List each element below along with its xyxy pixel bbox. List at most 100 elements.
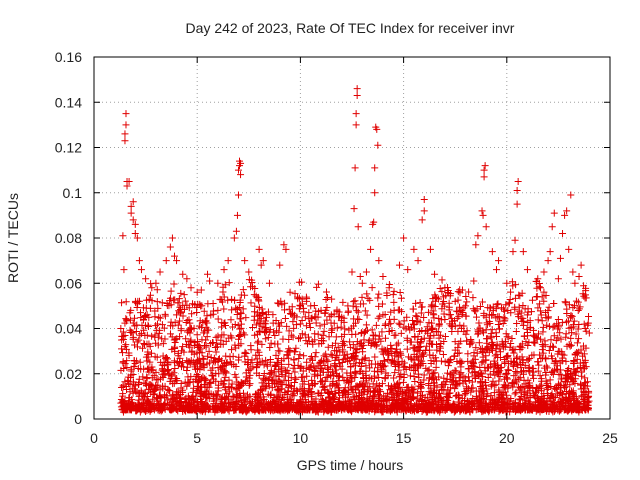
data-point: [274, 347, 282, 355]
data-point: [274, 405, 282, 413]
data-point: [534, 304, 542, 312]
data-point: [323, 316, 331, 324]
data-point: [376, 312, 384, 320]
data-point: [424, 394, 432, 402]
data-point: [454, 403, 462, 411]
data-point: [200, 342, 208, 350]
data-point: [161, 391, 169, 399]
data-point: [347, 363, 355, 371]
data-point: [396, 383, 404, 391]
data-point: [346, 372, 354, 380]
data-point: [429, 324, 437, 332]
data-point: [582, 363, 590, 371]
data-point: [254, 337, 262, 345]
data-point: [365, 407, 373, 415]
data-point: [522, 380, 530, 388]
data-point: [385, 351, 393, 359]
data-point: [502, 301, 510, 309]
data-point: [550, 209, 558, 217]
data-point: [392, 399, 400, 407]
data-point: [452, 367, 460, 375]
data-point: [395, 384, 403, 392]
data-point: [449, 380, 457, 388]
data-point: [296, 301, 304, 309]
data-point: [257, 261, 265, 269]
data-point: [379, 272, 387, 280]
data-point: [431, 386, 439, 394]
data-point: [262, 323, 270, 331]
y-tick-label: 0.08: [55, 230, 82, 246]
data-point: [478, 359, 486, 367]
data-point: [234, 335, 242, 343]
data-point: [287, 374, 295, 382]
data-point: [450, 374, 458, 382]
data-point: [292, 344, 300, 352]
data-point: [547, 392, 555, 400]
data-point: [279, 335, 287, 343]
data-point: [540, 288, 548, 296]
data-point: [375, 332, 383, 340]
data-point: [468, 378, 476, 386]
data-point: [340, 341, 348, 349]
data-point: [393, 388, 401, 396]
data-point: [205, 390, 213, 398]
data-point: [147, 388, 155, 396]
data-point: [297, 373, 305, 381]
data-point: [187, 336, 195, 344]
data-point: [332, 363, 340, 371]
data-point: [123, 385, 131, 393]
data-point: [535, 361, 543, 369]
data-point: [479, 211, 487, 219]
data-point: [400, 234, 408, 242]
data-point: [212, 377, 220, 385]
data-point: [291, 402, 299, 410]
data-point: [129, 378, 137, 386]
data-point: [203, 312, 211, 320]
data-point: [300, 377, 308, 385]
data-point: [372, 321, 380, 329]
data-point: [313, 283, 321, 291]
data-point: [364, 403, 372, 411]
data-point: [358, 396, 366, 404]
data-point: [265, 279, 273, 287]
data-point: [528, 296, 536, 304]
data-point: [520, 370, 528, 378]
data-point: [234, 321, 242, 329]
data-point: [416, 327, 424, 335]
data-point: [385, 284, 393, 292]
data-point: [573, 348, 581, 356]
data-point: [177, 308, 185, 316]
data-point: [214, 358, 222, 366]
data-point: [265, 382, 273, 390]
data-point: [289, 333, 297, 341]
data-point: [554, 275, 562, 283]
data-point: [420, 313, 428, 321]
data-point: [423, 323, 431, 331]
data-point: [435, 295, 443, 303]
data-point: [441, 333, 449, 341]
data-point: [455, 349, 463, 357]
data-point: [472, 307, 480, 315]
data-point: [396, 321, 404, 329]
data-point: [335, 372, 343, 380]
data-point: [222, 359, 230, 367]
data-point: [410, 325, 418, 333]
data-point: [117, 366, 125, 374]
data-point: [425, 319, 433, 327]
data-point: [307, 315, 315, 323]
data-point: [144, 353, 152, 361]
data-point: [511, 346, 519, 354]
data-point: [538, 317, 546, 325]
data-point: [517, 364, 525, 372]
data-point: [332, 339, 340, 347]
data-point: [193, 288, 201, 296]
data-point: [176, 393, 184, 401]
data-point: [287, 331, 295, 339]
data-point: [214, 403, 222, 411]
data-point: [157, 407, 165, 415]
data-point: [184, 373, 192, 381]
data-point: [286, 347, 294, 355]
data-point: [366, 388, 374, 396]
data-point: [368, 339, 376, 347]
data-point: [505, 299, 513, 307]
